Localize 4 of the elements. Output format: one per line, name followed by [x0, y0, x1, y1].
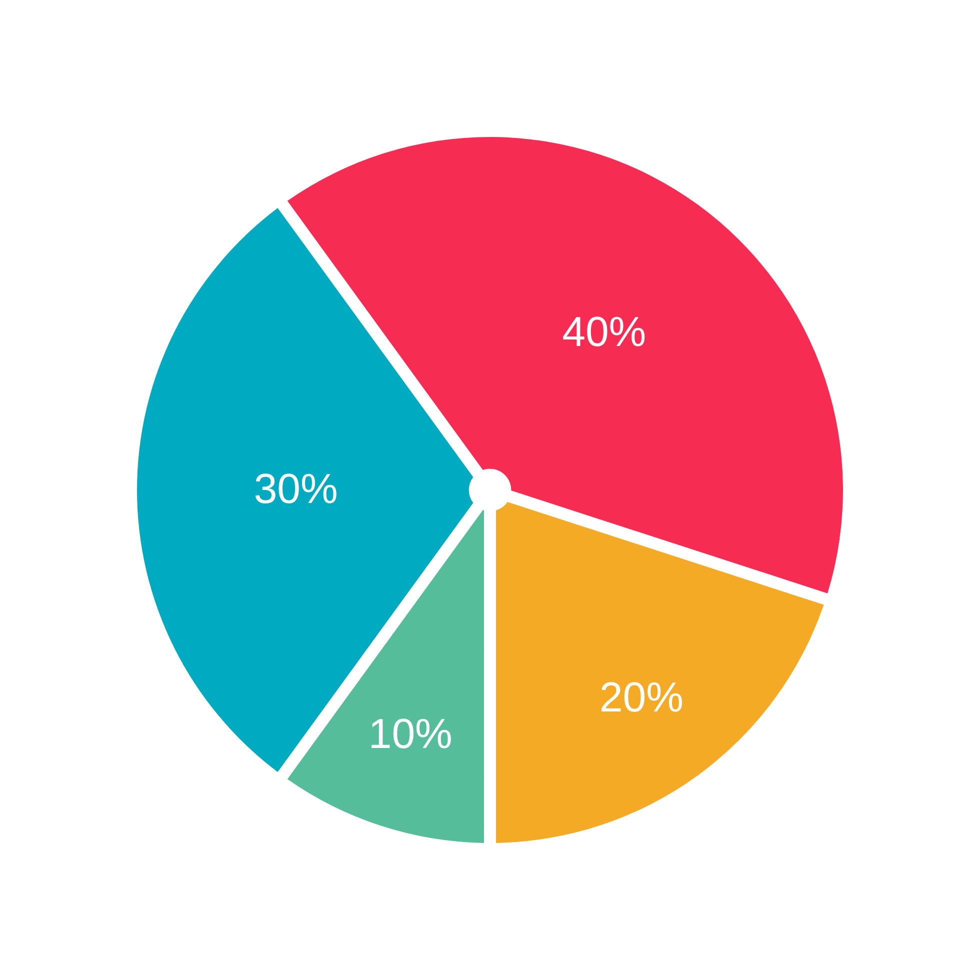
data-label: 30% [254, 465, 338, 512]
data-label: 40% [562, 308, 646, 355]
data-label: 10% [368, 710, 452, 758]
data-label: 20% [599, 673, 684, 720]
